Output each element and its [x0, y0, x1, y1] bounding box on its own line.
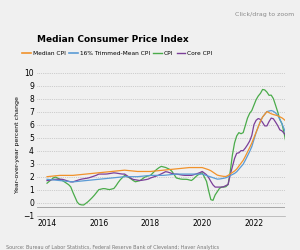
Text: Click/drag to zoom: Click/drag to zoom — [235, 12, 294, 17]
Legend: Median CPI, 16% Trimmed-Mean CPI, CPI, Core CPI: Median CPI, 16% Trimmed-Mean CPI, CPI, C… — [22, 51, 212, 56]
Text: Median Consumer Price Index: Median Consumer Price Index — [37, 35, 188, 44]
Y-axis label: Year-over-year percent change: Year-over-year percent change — [15, 96, 20, 192]
Text: Source: Bureau of Labor Statistics, Federal Reserve Bank of Cleveland; Haver Ana: Source: Bureau of Labor Statistics, Fede… — [6, 245, 219, 250]
